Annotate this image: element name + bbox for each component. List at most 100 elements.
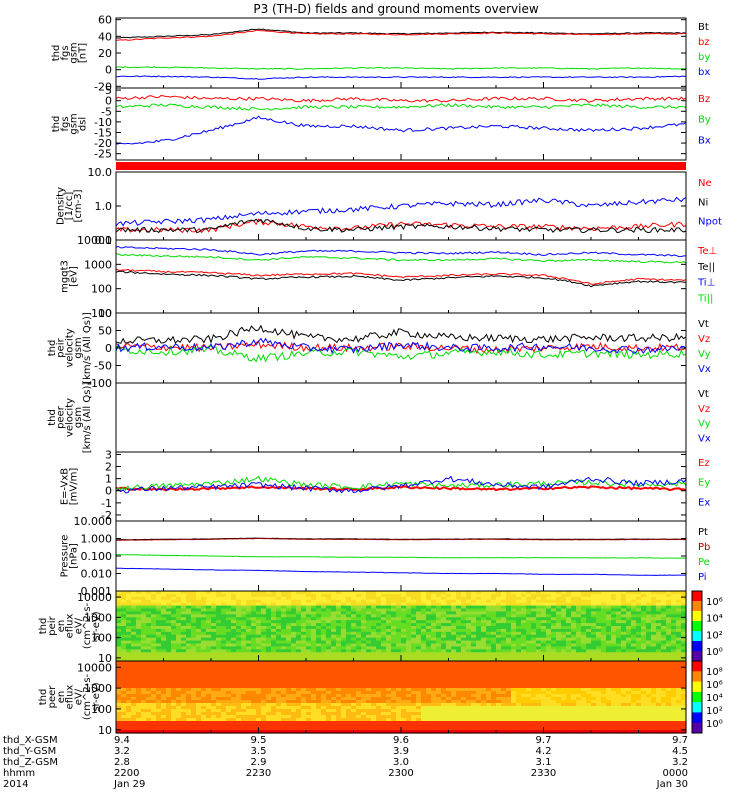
- spectrogram-cell: [161, 697, 167, 701]
- spectrogram-cell: [601, 605, 607, 610]
- spectrogram-cell: [361, 617, 367, 621]
- spectrogram-cell: [396, 673, 402, 677]
- spectrogram-cell: [181, 591, 187, 595]
- spectrogram-cell: [421, 617, 427, 621]
- spectrogram-cell: [271, 685, 277, 689]
- spectrogram-cell: [466, 694, 472, 698]
- spectrogram-cell: [661, 593, 667, 598]
- spectrogram-cell: [361, 709, 367, 713]
- spectrogram-cell: [496, 591, 502, 595]
- spectrogram-cell: [626, 591, 632, 595]
- spectrogram-cell: [236, 685, 242, 689]
- spectrogram-cell: [611, 626, 617, 630]
- spectrogram-cell: [151, 688, 157, 692]
- spectrogram-cell: [466, 620, 472, 624]
- spectrogram-cell: [526, 620, 532, 624]
- spectrogram-cell: [161, 591, 167, 595]
- spectrogram-cell: [506, 673, 512, 677]
- spectrogram-cell: [401, 667, 407, 671]
- spectrogram-cell: [326, 658, 332, 662]
- spectrogram-cell: [506, 661, 512, 665]
- spectrogram-cell: [351, 673, 357, 677]
- spectrogram-cell: [251, 721, 257, 725]
- spectrogram-cell: [631, 631, 637, 636]
- spectrogram-cell: [531, 614, 537, 618]
- spectrogram-cell: [341, 688, 347, 692]
- spectrogram-cell: [526, 596, 532, 601]
- spectrogram-cell: [481, 617, 487, 621]
- spectrogram-cell: [191, 706, 197, 710]
- spectrogram-cell: [456, 591, 462, 595]
- spectrogram-cell: [181, 721, 187, 725]
- spectrogram-cell: [131, 620, 137, 624]
- spectrogram-cell: [376, 697, 382, 701]
- spectrogram-cell: [531, 608, 537, 613]
- spectrogram-cell: [416, 688, 422, 692]
- spectrogram-cell: [166, 718, 172, 722]
- spectrogram-cell: [651, 608, 657, 613]
- spectrogram-cell: [421, 706, 427, 710]
- spectrogram-cell: [266, 727, 272, 731]
- spectrogram-cell: [661, 652, 667, 656]
- spectrogram-cell: [336, 718, 342, 722]
- spectrogram-cell: [171, 718, 177, 722]
- legend-entry: Vy: [698, 419, 711, 430]
- spectrogram-cell: [401, 614, 407, 618]
- spectrogram-cell: [306, 679, 312, 683]
- spectrogram-cell: [271, 640, 277, 645]
- spectrogram-cell: [386, 682, 392, 686]
- spectrogram-cell: [451, 591, 457, 595]
- spectrogram-cell: [586, 591, 592, 595]
- spectrogram-cell: [446, 620, 452, 624]
- spectrogram-cell: [316, 676, 322, 680]
- spectrogram-cell: [376, 679, 382, 683]
- spectrogram-cell: [411, 703, 417, 707]
- spectrogram-cell: [206, 706, 212, 710]
- spectrogram-cell: [191, 655, 197, 659]
- spectrogram-cell: [661, 643, 667, 648]
- spectrogram-cell: [176, 631, 182, 636]
- colorbar-segment: [692, 621, 702, 632]
- spectrogram-cell: [326, 673, 332, 677]
- spectrogram-cell: [641, 652, 647, 656]
- spectrogram-cell: [451, 620, 457, 624]
- spectrogram-cell: [576, 640, 582, 645]
- spectrogram-cell: [126, 605, 132, 610]
- spectrogram-cell: [356, 700, 362, 704]
- spectrogram-cell: [226, 724, 232, 728]
- spectrogram-cell: [446, 614, 452, 618]
- spectrogram-cell: [126, 703, 132, 707]
- spectrogram-cell: [446, 611, 452, 615]
- spectrogram-cell: [631, 608, 637, 613]
- spectrogram-cell: [271, 634, 277, 639]
- spectrogram-cell: [176, 670, 182, 674]
- spectrogram-cell: [246, 646, 252, 650]
- spectrogram-cell: [491, 620, 497, 624]
- y-tick-label: 10: [98, 652, 112, 665]
- spectrogram-cell: [591, 640, 597, 645]
- spectrogram-cell: [631, 628, 637, 633]
- spectrogram-cell: [251, 643, 257, 648]
- spectrogram-cell: [221, 712, 227, 716]
- spectrogram-cell: [481, 646, 487, 650]
- spectrogram-cell: [551, 646, 557, 650]
- spectrogram-cell: [536, 611, 542, 615]
- spectrogram-cell: [231, 620, 237, 624]
- spectrogram-cell: [516, 628, 522, 633]
- spectrogram-cell: [441, 715, 447, 719]
- spectrogram-cell: [296, 685, 302, 689]
- spectrogram-cell: [386, 691, 392, 695]
- spectrogram-cell: [211, 682, 217, 686]
- spectrogram-cell: [321, 730, 327, 734]
- spectrogram-cell: [156, 718, 162, 722]
- spectrogram-cell: [121, 617, 127, 621]
- spectrogram-cell: [616, 658, 622, 662]
- spectrogram-cell: [446, 608, 452, 613]
- spectrogram-cell: [161, 664, 167, 668]
- spectrogram-cell: [176, 634, 182, 639]
- spectrogram-cell: [606, 617, 612, 621]
- spectrogram-cell: [661, 614, 667, 618]
- spectrogram-cell: [156, 670, 162, 674]
- spectrogram-cell: [476, 676, 482, 680]
- spectrogram-cell: [466, 628, 472, 633]
